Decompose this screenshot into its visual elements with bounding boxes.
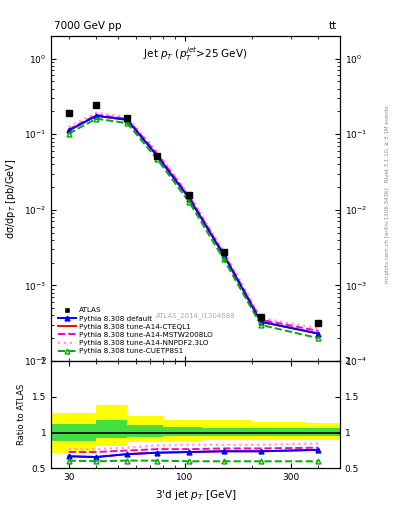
Text: 7000 GeV pp: 7000 GeV pp	[54, 21, 121, 31]
Legend: ATLAS, Pythia 8.308 default, Pythia 8.308 tune-A14-CTEQL1, Pythia 8.308 tune-A14: ATLAS, Pythia 8.308 default, Pythia 8.30…	[55, 305, 215, 357]
X-axis label: 3'd jet $p_T$ [GeV]: 3'd jet $p_T$ [GeV]	[155, 488, 236, 502]
Text: Jet $p_T$ ($p_T^{jet}$>25 GeV): Jet $p_T$ ($p_T^{jet}$>25 GeV)	[143, 46, 248, 63]
Text: tt: tt	[329, 21, 337, 31]
Y-axis label: dσ/dp$_T$ [pb/GeV]: dσ/dp$_T$ [pb/GeV]	[4, 158, 18, 239]
Text: ATLAS_2014_I1304688: ATLAS_2014_I1304688	[156, 312, 235, 318]
Text: mcplots.cern.ch [arXiv:1306.3436]   Rivet 3.1.10; ≥ 3.1M events: mcplots.cern.ch [arXiv:1306.3436] Rivet …	[385, 105, 390, 284]
Y-axis label: Ratio to ATLAS: Ratio to ATLAS	[17, 384, 26, 445]
